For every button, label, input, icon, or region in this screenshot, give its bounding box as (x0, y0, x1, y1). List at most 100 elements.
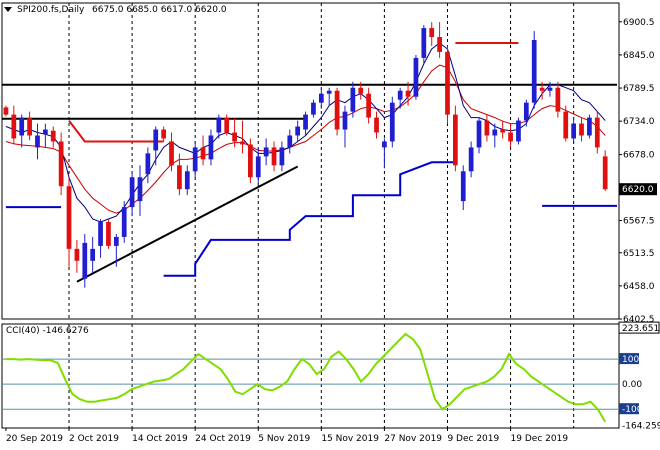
cci-tick-label: 100 (622, 355, 639, 365)
candle-body (555, 87, 561, 112)
candle-body (271, 147, 277, 166)
level-lines (2, 42, 617, 283)
candle-body (161, 129, 166, 139)
price-tick-label: 6402.5 (623, 315, 655, 325)
candle-body (153, 129, 159, 151)
cci-tick-label: 0.00 (622, 380, 642, 390)
candle-body (358, 87, 364, 94)
cci-tick-label: -164.259 (622, 421, 660, 431)
date-tick-label: 5 Nov 2019 (258, 434, 310, 444)
candle-body (571, 123, 576, 139)
candle-body (137, 177, 143, 202)
candle-body (145, 153, 151, 175)
candle-body (224, 117, 230, 133)
candle-body (516, 120, 521, 142)
candle-body (460, 171, 466, 202)
cci-indicator-label: CCI(40) -146.6276 (6, 326, 89, 336)
candle-body (397, 90, 403, 100)
candle-body (82, 242, 88, 279)
cci-tick-box (619, 353, 639, 365)
candle-body (58, 141, 64, 187)
candle-body (445, 51, 450, 115)
candle-body (295, 126, 301, 136)
candle-body (129, 177, 135, 208)
candle-body (248, 144, 253, 178)
candle-body (113, 236, 119, 246)
candle-body (318, 93, 324, 103)
candle-body (184, 171, 190, 190)
current-price-label: 6620.0 (622, 185, 654, 195)
candle-body (429, 28, 435, 38)
price-tick-label: 6678.0 (623, 151, 655, 161)
cci-tick-box (618, 321, 660, 334)
candle-body (437, 37, 442, 52)
candle-body (192, 147, 198, 172)
candle-body (279, 147, 285, 166)
candle-body (579, 123, 584, 136)
fast-moving-average (5, 42, 606, 223)
candle-body (547, 87, 553, 91)
candle-body (342, 111, 348, 130)
candle-body (19, 117, 25, 136)
candle-body (594, 117, 600, 148)
chart-symbol-label: SPI200.fs,Daily (17, 5, 85, 15)
candle-body (255, 156, 261, 178)
cci-tick-label: 223.6512 (622, 324, 660, 334)
date-tick-label: 9 Dec 2019 (447, 434, 499, 444)
candle-body (208, 135, 214, 160)
candle-body (311, 102, 316, 115)
candle-body (263, 147, 269, 157)
candle-body (303, 114, 308, 130)
candle-body (11, 114, 17, 139)
candle-body (334, 90, 340, 130)
current-price-box (619, 183, 657, 196)
price-tick-label: 6513.5 (623, 249, 655, 259)
candle-body (563, 111, 569, 139)
candle-body (90, 248, 96, 261)
date-tick-label: 2 Oct 2019 (69, 434, 119, 444)
date-tick-label: 15 Nov 2019 (321, 434, 379, 444)
date-tick-label: 24 Oct 2019 (195, 434, 251, 444)
candle-body (587, 117, 592, 136)
candle-body (453, 114, 458, 166)
candle-body (374, 117, 379, 133)
price-tick-label: 6734.0 (623, 117, 655, 127)
moving-averages (5, 42, 606, 223)
cci-panel (2, 332, 619, 423)
candle-body (35, 135, 40, 148)
date-tick-label: 20 Sep 2019 (6, 434, 63, 444)
candle-body (531, 40, 537, 103)
cci-tick-label: -100 (622, 405, 643, 415)
candle-body (232, 132, 237, 142)
cci-panel-frame (1, 323, 620, 429)
price-tick-label: 6458.0 (623, 282, 655, 292)
trendline (76, 165, 299, 283)
candle-body (539, 87, 545, 91)
candle-body (366, 93, 371, 118)
candle-body (508, 132, 513, 142)
candle-body (27, 117, 32, 136)
ohlc-readout: 6675.0 6685.0 6617.0 6620.0 (92, 5, 227, 15)
cci-line (5, 332, 607, 423)
price-tick-label: 6789.5 (623, 84, 655, 94)
candle-body (602, 156, 608, 190)
candle-body (405, 90, 411, 97)
candle-body (476, 120, 482, 148)
candle-body (240, 141, 245, 145)
candle-body (326, 90, 332, 94)
chart-menu-triangle-icon[interactable] (4, 7, 12, 12)
candlesticks (3, 22, 608, 288)
candle-body (500, 129, 506, 133)
candle-body (413, 57, 419, 97)
candle-body (382, 141, 387, 148)
price-panel-frame (1, 2, 620, 320)
candle-body (169, 141, 174, 166)
candle-body (350, 87, 356, 112)
cci-tick-box (619, 403, 639, 415)
candle-body (468, 147, 474, 172)
price-tick-label: 6845.0 (623, 51, 655, 61)
candle-body (287, 135, 293, 148)
candle-body (200, 147, 206, 160)
candle-body (484, 120, 490, 136)
